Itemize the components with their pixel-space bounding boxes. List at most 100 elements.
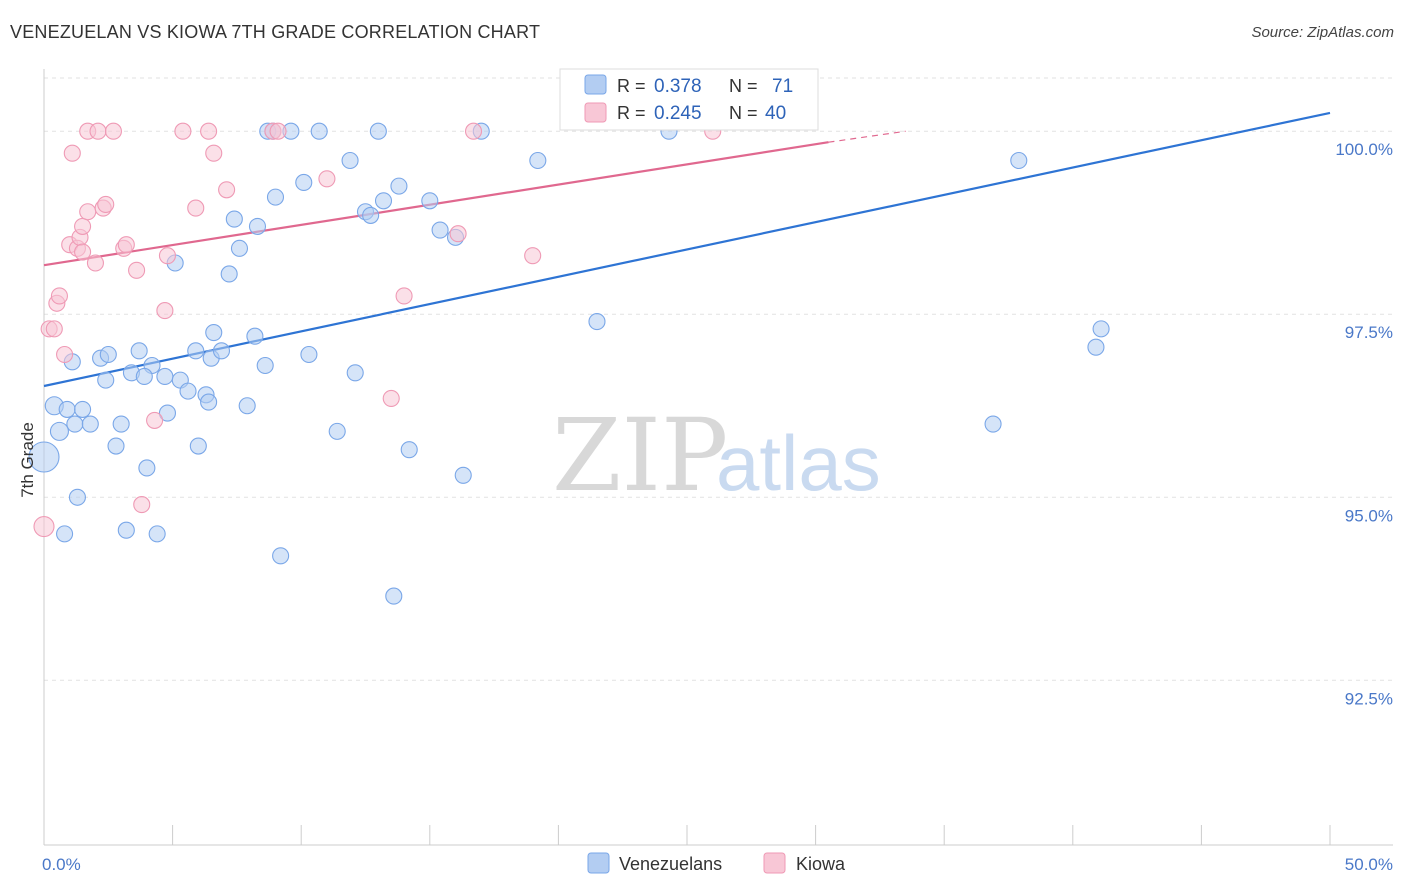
point-venezuelans [1087, 338, 1105, 356]
point-kiowa [156, 302, 174, 320]
point-kiowa [464, 122, 483, 140]
point-venezuelans [107, 437, 125, 455]
source-label: Source: ZipAtlas.com [1251, 24, 1394, 41]
point-kiowa [56, 345, 74, 364]
grid [44, 77, 1393, 681]
point-kiowa [50, 287, 68, 305]
point-venezuelans [58, 400, 76, 418]
point-venezuelans [220, 265, 238, 283]
point-venezuelans [341, 151, 359, 170]
x-tick-label: 0.0% [42, 855, 81, 874]
watermark: ZIP atlas [552, 397, 881, 514]
point-kiowa [200, 122, 218, 140]
point-kiowa [318, 170, 336, 188]
point-venezuelans [256, 356, 274, 375]
point-venezuelans [179, 382, 197, 400]
point-kiowa [128, 261, 146, 279]
legend-swatch-kiowa [763, 852, 786, 874]
point-kiowa [269, 122, 287, 140]
stats-r-value-kiowa: 0.245 [654, 103, 702, 124]
point-venezuelans [130, 342, 148, 360]
stats-n-label-kiowa: N = [729, 103, 758, 123]
point-kiowa [524, 247, 542, 265]
point-venezuelans [272, 547, 290, 565]
point-venezuelans [187, 342, 205, 360]
point-kiowa [382, 389, 400, 407]
point-venezuelans [205, 323, 223, 342]
stats-legend: R = 0.378 N = 71 R = 0.245 N = 40 [559, 68, 819, 131]
point-venezuelans [238, 397, 256, 415]
stats-r-label-kiowa: R = [617, 103, 646, 123]
watermark-atlas: atlas [716, 419, 881, 507]
y-axis-label: 7th Grade [18, 422, 37, 498]
axes [43, 69, 1393, 846]
point-kiowa [205, 144, 223, 162]
point-venezuelans [68, 488, 86, 506]
point-kiowa [449, 225, 467, 243]
point-venezuelans [28, 441, 60, 473]
point-venezuelans [156, 367, 174, 386]
point-venezuelans [421, 192, 439, 210]
point-venezuelans [138, 459, 156, 477]
legend-label-venezuelans: Venezuelans [619, 854, 722, 874]
point-venezuelans [200, 393, 218, 411]
point-venezuelans [189, 437, 207, 455]
point-venezuelans [431, 221, 449, 239]
point-venezuelans [66, 415, 84, 433]
point-venezuelans [148, 525, 166, 543]
point-venezuelans [158, 404, 177, 422]
point-kiowa [395, 287, 413, 305]
point-venezuelans [56, 525, 74, 543]
point-venezuelans [529, 151, 547, 170]
point-venezuelans [328, 422, 346, 440]
point-venezuelans [97, 371, 115, 389]
point-venezuelans [1092, 320, 1110, 338]
stats-swatch-kiowa [584, 102, 607, 123]
watermark-zip: ZIP [552, 397, 728, 514]
y-tick-label: 95.0% [1345, 506, 1393, 525]
point-venezuelans [49, 421, 69, 441]
chart-title: VENEZUELAN VS KIOWA 7TH GRADE CORRELATIO… [10, 22, 541, 42]
y-tick-label: 97.5% [1345, 323, 1393, 342]
point-venezuelans [984, 415, 1002, 433]
point-kiowa [74, 243, 92, 261]
point-venezuelans [362, 206, 380, 224]
stats-n-value-kiowa: 40 [765, 103, 786, 124]
legend-swatch-venezuelans [587, 852, 610, 874]
point-kiowa [89, 122, 107, 140]
point-venezuelans [246, 327, 264, 345]
y-tick-label: 92.5% [1345, 689, 1393, 708]
point-kiowa [33, 515, 55, 538]
point-venezuelans [385, 587, 403, 605]
point-venezuelans [117, 521, 135, 539]
y-tick-label: 100.0% [1335, 140, 1393, 159]
y-tick-labels: 100.0% 97.5% 95.0% 92.5% [1335, 140, 1393, 708]
x-tick-labels: 0.0% 50.0% [42, 855, 1393, 874]
point-venezuelans [346, 364, 364, 382]
point-venezuelans [310, 122, 328, 140]
point-venezuelans [135, 367, 153, 386]
point-venezuelans [400, 441, 418, 459]
point-venezuelans [230, 239, 249, 257]
point-kiowa [74, 217, 92, 235]
point-venezuelans [112, 415, 130, 433]
stats-swatch-venezuelans [584, 74, 607, 95]
point-kiowa [104, 122, 122, 140]
point-venezuelans [212, 342, 231, 360]
point-kiowa [117, 236, 135, 254]
point-kiowa [63, 144, 81, 162]
point-kiowa [174, 122, 192, 140]
point-venezuelans [225, 210, 243, 228]
point-kiowa [97, 195, 115, 213]
point-venezuelans [454, 466, 472, 484]
stats-r-label-venezuelans: R = [617, 76, 646, 96]
series-legend: Venezuelans Kiowa [587, 852, 846, 874]
point-venezuelans [266, 188, 285, 206]
point-venezuelans [74, 400, 92, 418]
point-venezuelans [295, 173, 313, 192]
legend-label-kiowa: Kiowa [796, 854, 846, 874]
stats-r-value-venezuelans: 0.378 [654, 76, 702, 97]
point-venezuelans [81, 415, 99, 433]
data-points [28, 122, 1110, 605]
